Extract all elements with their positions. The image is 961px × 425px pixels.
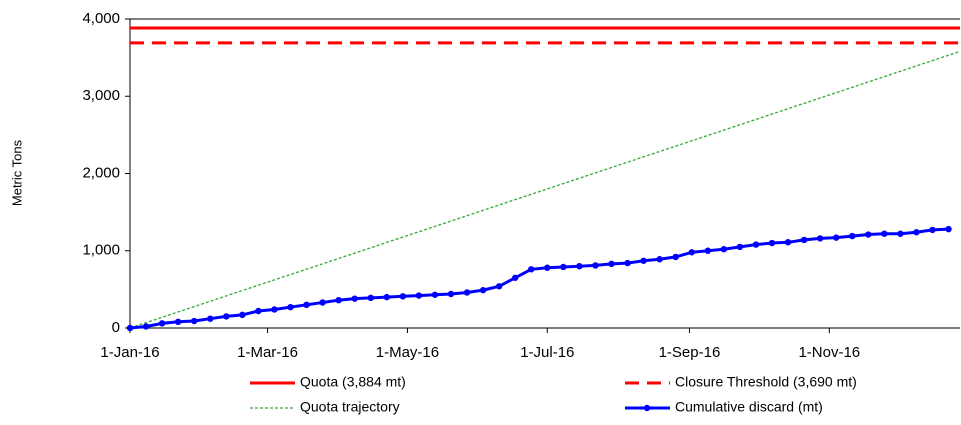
data-point [945,225,952,233]
x-tick-label: 1-Nov-16 [798,344,860,361]
y-tick-label: 4,000 [82,10,120,27]
data-point [335,296,342,304]
data-point [592,262,599,269]
data-point [367,294,374,302]
data-point [672,253,679,261]
data-point [608,260,615,268]
data-point [223,313,230,320]
data-point [174,318,182,326]
y-axis-label: Metric Tons [9,139,24,206]
y-tick-label: 1,000 [82,242,120,259]
data-point [720,246,728,253]
data-point [881,230,888,237]
data-point [399,293,407,300]
data-point [800,236,808,244]
data-point [495,283,503,290]
y-tick-label: 3,000 [82,87,120,104]
data-point [704,247,711,254]
data-point [656,256,663,263]
data-point [319,299,326,306]
data-point [447,290,455,298]
x-tick-label: 1-Sep-16 [659,344,721,361]
data-point [752,241,760,248]
data-point [239,311,246,319]
data-point [158,320,166,327]
data-point [431,291,439,298]
data-point [463,289,471,296]
data-point [190,317,198,325]
data-point [544,264,551,271]
data-point [142,323,150,330]
data-point [832,234,840,241]
y-tick-label: 2,000 [82,164,120,181]
series-line [129,227,949,330]
x-tick-label: 1-May-16 [376,344,439,361]
data-point [351,295,358,302]
data-point [913,229,920,236]
x-tick-label: 1-Mar-16 [237,344,298,361]
data-point [816,235,824,242]
data-point [736,243,744,251]
legend-label: Quota trajectory [300,399,400,415]
data-point [768,239,776,247]
data-point [126,324,134,332]
data-point [784,239,792,246]
series-line [129,50,961,329]
legend-label: Quota (3,884 mt) [300,374,406,390]
data-point [511,274,519,281]
x-tick-label: 1-Jan-16 [100,344,159,361]
data-point [271,306,278,313]
data-point [303,301,310,309]
data-point [640,257,647,264]
x-tick-label: 1-Jul-16 [520,344,574,361]
data-point [383,293,390,301]
data-point [479,286,487,294]
data-point [897,230,904,237]
data-point [287,303,294,311]
data-point [624,259,631,267]
y-tick-label: 0 [112,319,120,336]
data-point [560,263,567,271]
legend-label: Closure Threshold (3,690 mt) [675,374,857,390]
data-point [415,292,423,299]
data-point [255,307,262,315]
data-point [865,231,872,238]
data-point [576,263,583,270]
data-point [207,315,214,322]
legend-label: Cumulative discard (mt) [675,399,823,415]
data-point [849,232,856,240]
data-point [528,266,535,273]
data-point [688,249,695,256]
data-point [929,226,936,234]
legend-marker [643,404,651,412]
